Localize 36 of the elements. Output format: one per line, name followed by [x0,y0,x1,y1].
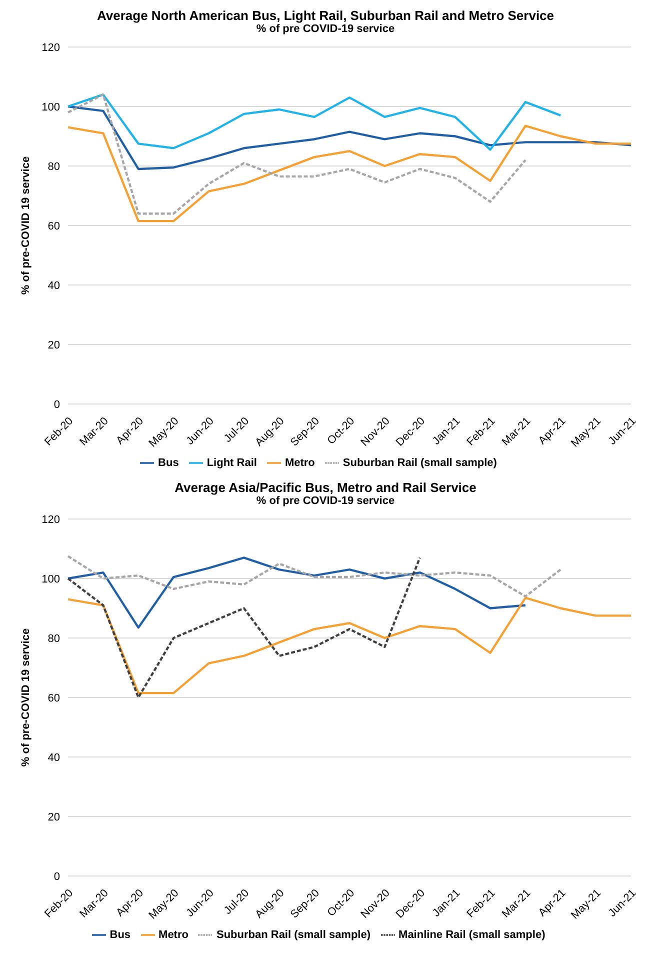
y-tick-label: 40 [48,280,60,292]
legend-label: Metro [158,928,188,941]
line-series [66,105,632,170]
line-series [66,94,527,215]
y-axis-title: % of pre-COVID 19 service [20,628,32,767]
legend-label: Metro [284,456,315,469]
y-tick-label: 60 [48,220,60,232]
y-tick-label: 100 [42,573,60,586]
y-tick-label: 120 [42,42,60,54]
y-tick-label: 120 [42,514,60,526]
y-tick-label: 80 [48,632,60,645]
legend-label: Bus [110,928,131,941]
line-series [66,124,632,222]
legend-label: Suburban Rail (small sample) [342,456,497,469]
legend-label: Suburban Rail (small sample) [216,928,371,941]
legend-label: Mainline Rail (small sample) [398,928,546,941]
chart-subtitle: % of pre COVID-19 service [255,495,396,507]
chart-subtitle: % of pre COVID-19 service [255,23,396,35]
line-series [66,94,562,151]
line-series [66,556,421,699]
chart-title: Average North American Bus, Light Rail, Suburban Rail and Metro Service [96,8,556,23]
y-tick-label: 80 [48,160,60,173]
y-tick-label: 0 [54,870,60,883]
y-tick-label: 40 [48,752,60,764]
y-tick-label: 20 [48,811,60,824]
y-tick-label: 60 [48,692,60,704]
y-axis-title: % of pre-COVID 19 service [20,156,32,295]
y-tick-label: 100 [42,101,60,114]
line-series [66,556,527,629]
line-series [66,596,632,694]
legend-label: Light Rail [206,456,257,469]
y-tick-label: 20 [48,339,60,352]
legend-label: Bus [158,456,179,469]
y-tick-label: 0 [54,398,60,411]
chart-title: Average Asia/Pacific Bus, Metro and Rail Service [174,480,478,495]
line-series [66,555,562,598]
